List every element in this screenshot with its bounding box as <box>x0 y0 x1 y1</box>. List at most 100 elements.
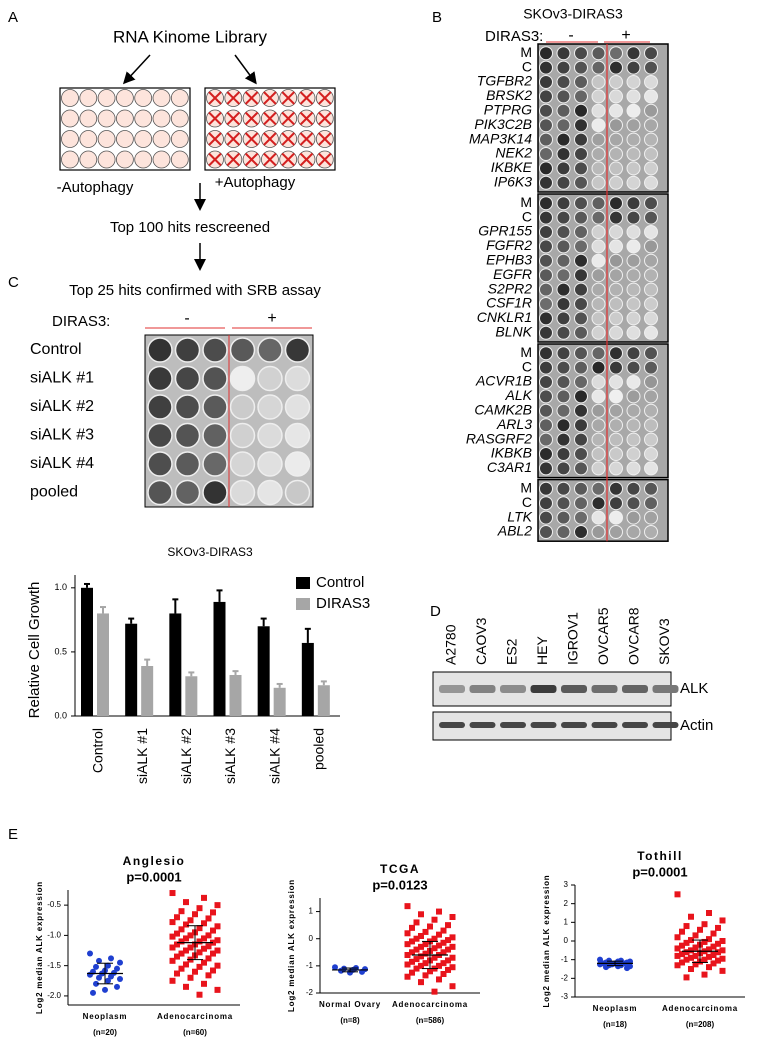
well <box>284 479 311 506</box>
well <box>574 175 588 190</box>
well <box>574 253 588 268</box>
well <box>556 325 571 340</box>
well <box>626 253 641 268</box>
well <box>170 150 189 169</box>
well <box>574 432 588 447</box>
well <box>591 297 606 311</box>
bar <box>169 613 182 716</box>
well <box>609 103 623 118</box>
point <box>715 940 721 947</box>
well <box>591 132 606 147</box>
n-label: (n=8) <box>340 1016 360 1025</box>
well <box>539 282 553 297</box>
cross <box>318 132 332 146</box>
well <box>174 422 201 449</box>
panel-label: E <box>8 826 18 843</box>
well <box>97 89 116 107</box>
point <box>178 926 185 933</box>
well <box>626 389 641 404</box>
point <box>187 974 194 981</box>
point <box>706 953 712 960</box>
point <box>409 924 415 931</box>
cross <box>318 111 332 126</box>
y-tick-label: 1.0 <box>54 582 67 592</box>
y-tick-label: 0.0 <box>54 710 67 720</box>
point <box>422 950 429 957</box>
well <box>626 432 641 447</box>
point <box>440 960 447 967</box>
well <box>626 118 641 133</box>
cross <box>226 91 241 105</box>
well <box>609 210 623 225</box>
x-tick-label: siALK #4 <box>266 728 282 784</box>
point <box>214 962 221 969</box>
well <box>574 132 588 147</box>
point <box>440 927 447 934</box>
well <box>539 253 553 268</box>
point <box>431 916 438 923</box>
well <box>591 375 606 389</box>
point <box>117 975 123 982</box>
well <box>116 150 134 169</box>
row-label: pooled <box>30 484 78 501</box>
well <box>644 375 658 389</box>
well <box>644 175 658 190</box>
cross <box>244 91 259 105</box>
well <box>539 510 553 525</box>
point <box>409 958 415 965</box>
point <box>205 943 212 950</box>
point <box>201 894 207 901</box>
gene-label: IKBKE <box>491 159 533 175</box>
y-tick-label: 3 <box>564 880 569 889</box>
well <box>644 525 658 539</box>
well <box>644 239 658 254</box>
gene-label: ABL2 <box>497 523 532 539</box>
row-label: siALK #2 <box>30 398 94 415</box>
well <box>539 496 553 511</box>
well <box>556 496 571 511</box>
well <box>591 103 606 118</box>
well <box>626 311 641 326</box>
well <box>609 132 623 147</box>
well <box>609 403 623 418</box>
well <box>591 447 606 461</box>
gene-label: C <box>522 208 532 224</box>
library-title: RNA Kinome Library <box>113 27 268 46</box>
point <box>688 954 694 961</box>
well <box>574 510 588 525</box>
well <box>152 130 171 148</box>
point <box>701 956 708 963</box>
y-tick-label: -3 <box>561 992 569 1001</box>
lane-label: A2780 <box>443 624 459 665</box>
well <box>147 365 173 392</box>
x-tick-label: Adenocarcinoma <box>662 1004 738 1013</box>
y-tick-label: -1 <box>306 961 314 970</box>
point <box>449 914 456 920</box>
n-label: (n=586) <box>416 1016 445 1025</box>
well <box>574 360 588 375</box>
point <box>719 967 726 974</box>
gene-label: ACVR1B <box>475 373 532 389</box>
well <box>609 447 623 461</box>
well <box>644 60 658 75</box>
well <box>626 60 641 75</box>
cross <box>244 111 259 126</box>
point <box>210 909 216 916</box>
cross <box>244 132 259 146</box>
well <box>591 46 606 61</box>
well <box>556 89 571 104</box>
cross <box>208 152 222 167</box>
gene-label: EGFR <box>493 266 532 282</box>
well <box>626 447 641 461</box>
well <box>644 325 658 340</box>
well <box>609 375 623 389</box>
cross <box>208 132 222 146</box>
well <box>170 130 189 148</box>
well <box>574 525 588 539</box>
well <box>626 75 641 89</box>
point <box>87 971 93 978</box>
well <box>644 389 658 404</box>
point <box>214 937 221 944</box>
well <box>591 253 606 268</box>
well <box>556 253 571 268</box>
